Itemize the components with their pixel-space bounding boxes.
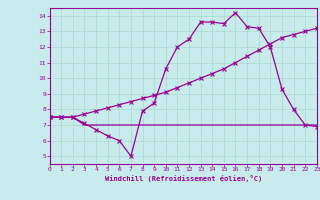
- X-axis label: Windchill (Refroidissement éolien,°C): Windchill (Refroidissement éolien,°C): [105, 175, 262, 182]
